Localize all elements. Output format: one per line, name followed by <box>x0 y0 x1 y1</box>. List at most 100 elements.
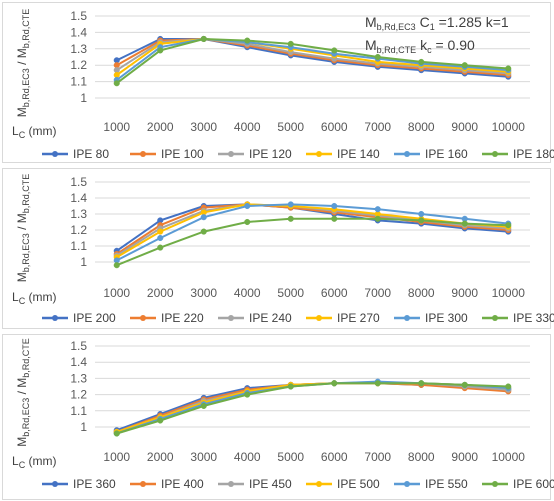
series-line <box>116 37 509 81</box>
y-tick-label: 1 <box>80 91 87 105</box>
legend-label: IPE 120 <box>249 147 292 161</box>
y-axis-label: Mb,Rd,EC3 / Mb,Rd,CTE <box>15 174 31 283</box>
y-tick-label: 1 <box>80 420 87 434</box>
data-point <box>418 380 425 387</box>
data-point <box>157 234 164 242</box>
x-tick-label: 6000 <box>321 450 348 464</box>
x-tick-label: 6000 <box>321 286 348 300</box>
data-point <box>157 47 164 54</box>
y-tick-label: 1.5 <box>70 9 87 23</box>
chart-panel-2: 1 1.1 1.2 1.3 1.4 1.5 1000 2000 3000 4000 5000 6000… <box>2 168 554 329</box>
data-point <box>418 217 425 224</box>
series-ipe-600 <box>113 380 512 437</box>
data-point <box>331 47 338 54</box>
legend-label: IPE 140 <box>337 147 380 161</box>
legend-label: IPE 400 <box>161 477 204 491</box>
x-tick-label: 9000 <box>451 120 478 134</box>
data-point <box>418 210 425 218</box>
series-line <box>116 203 509 262</box>
y-tick-label: 1.4 <box>70 191 87 205</box>
legend-label: IPE 330 <box>513 311 554 325</box>
data-point <box>374 215 381 222</box>
data-point <box>461 220 468 227</box>
x-tick-label: 5000 <box>277 120 304 134</box>
legend-label: IPE 180 <box>513 147 554 161</box>
data-point <box>287 383 294 390</box>
data-point <box>113 430 120 437</box>
x-tick-label: 7000 <box>364 120 391 134</box>
legend-item: IPE 120 <box>218 147 292 161</box>
data-point <box>505 65 512 72</box>
data-point <box>418 58 425 65</box>
legend-marker <box>316 481 322 487</box>
y-tick-label: 1.3 <box>70 207 87 221</box>
x-tick-label: 8000 <box>408 286 435 300</box>
legend-item: IPE 80 <box>42 147 109 161</box>
data-point <box>157 228 164 235</box>
data-point <box>505 383 512 390</box>
data-point <box>200 228 207 235</box>
legend: IPE 200 IPE 220 IPE 240 IPE 270 IPE 300 IPE 3… <box>42 311 554 325</box>
legend-item: IPE 160 <box>394 147 468 161</box>
series-ipe-180 <box>113 35 512 87</box>
x-tick-label: 9000 <box>451 450 478 464</box>
y-tick-label: 1.1 <box>70 404 87 418</box>
y-axis-label: Mb,Rd,EC3 / Mb,Rd,CTE <box>15 9 31 118</box>
panel-border <box>2 168 551 329</box>
legend-marker <box>228 151 234 157</box>
legend-item: IPE 450 <box>218 477 292 491</box>
x-tick-label: 3000 <box>190 286 217 300</box>
x-tick-label: 2000 <box>147 450 174 464</box>
legend-label: IPE 450 <box>249 477 292 491</box>
legend-marker <box>228 315 234 321</box>
x-tick-label: 2000 <box>147 120 174 134</box>
data-point <box>244 202 251 210</box>
data-point <box>244 218 251 226</box>
legend-label: IPE 160 <box>425 147 468 161</box>
data-point <box>374 206 381 213</box>
legend-item: IPE 330 <box>482 311 554 325</box>
legend-item: IPE 300 <box>394 311 468 325</box>
legend-label: IPE 550 <box>425 477 468 491</box>
x-axis-label: LC (mm) <box>12 124 57 140</box>
annotation-line-2: Mb,Rd,CTE kc = 0.90 <box>365 37 475 55</box>
legend-marker <box>316 315 322 321</box>
x-tick-label: 8000 <box>408 120 435 134</box>
series-line <box>116 37 509 84</box>
data-point <box>505 222 512 229</box>
legend-label: IPE 360 <box>73 477 116 491</box>
legend-label: IPE 80 <box>73 147 109 161</box>
legend-label: IPE 600 <box>513 477 554 491</box>
x-axis-label: LC (mm) <box>12 290 57 306</box>
series-line <box>116 382 509 435</box>
data-point <box>244 391 251 398</box>
legend-item: IPE 220 <box>130 311 204 325</box>
legend-label: IPE 220 <box>161 311 204 325</box>
legend-item: IPE 140 <box>306 147 380 161</box>
data-point <box>461 381 468 388</box>
legend-label: IPE 100 <box>161 147 204 161</box>
data-point <box>200 35 207 43</box>
legend-item: IPE 500 <box>306 477 380 491</box>
panel-border <box>2 2 551 163</box>
y-tick-label: 1.1 <box>70 75 87 89</box>
data-point <box>287 40 294 47</box>
legend-marker <box>228 481 234 487</box>
x-tick-label: 4000 <box>234 286 261 300</box>
data-point <box>331 202 338 210</box>
legend-item: IPE 180 <box>482 147 554 161</box>
legend-marker <box>140 315 146 321</box>
legend-marker <box>52 481 58 487</box>
legend-item: IPE 360 <box>42 477 116 491</box>
legend-marker <box>404 315 410 321</box>
legend-item: IPE 600 <box>482 477 554 491</box>
data-point <box>331 380 338 387</box>
y-tick-label: 1.2 <box>70 223 87 237</box>
legend-marker <box>404 481 410 487</box>
data-point <box>244 37 251 44</box>
legend-marker <box>492 315 498 321</box>
y-tick-label: 1.1 <box>70 239 87 253</box>
data-point <box>287 215 294 222</box>
